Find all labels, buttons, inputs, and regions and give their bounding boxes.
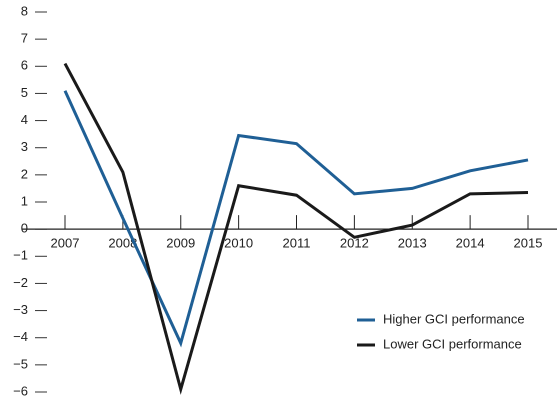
y-tick-label: −6 [13,383,28,398]
y-tick-label: −2 [13,275,28,290]
legend-label: Higher GCI performance [383,311,525,326]
y-tick-label: −3 [13,302,28,317]
x-tick-label: 2010 [224,236,253,251]
x-tick-label: 2007 [51,236,80,251]
x-tick-label: 2015 [514,236,543,251]
y-tick-label: 2 [21,166,28,181]
y-tick-label: 4 [21,112,28,127]
series-line [63,62,529,395]
x-tick-label: 2008 [108,236,137,251]
x-tick-label: 2013 [398,236,427,251]
y-tick-label: 5 [21,85,28,100]
x-tick-label: 2014 [456,236,485,251]
legend-label: Lower GCI performance [383,336,522,351]
y-tick-label: 7 [21,31,28,46]
y-tick-label: 0 [21,221,28,236]
series-line [63,90,529,348]
y-tick-label: −1 [13,248,28,263]
x-tick-label: 2009 [166,236,195,251]
y-tick-label: 8 [21,3,28,18]
y-tick-label: 3 [21,139,28,154]
y-tick-label: −4 [13,329,28,344]
y-tick-label: 6 [21,58,28,73]
x-tick-label: 2012 [340,236,369,251]
y-tick-label: 1 [21,193,28,208]
y-tick-label: −5 [13,356,28,371]
x-tick-label: 2011 [283,236,311,251]
